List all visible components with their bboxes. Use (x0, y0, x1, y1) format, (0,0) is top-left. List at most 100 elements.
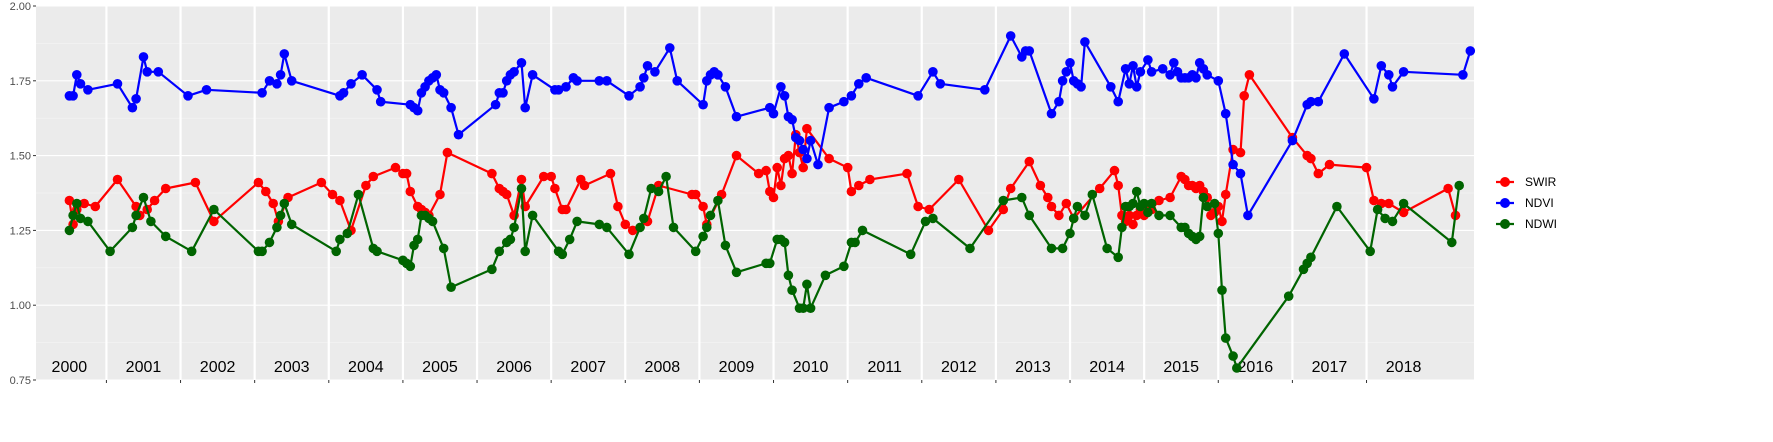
data-point-ndvi (1398, 67, 1409, 77)
year-label: 2004 (348, 359, 384, 376)
data-point-ndvi (1120, 64, 1131, 74)
y-tick-label: 1.50 (10, 151, 31, 163)
data-point-ndvi (1146, 67, 1157, 77)
data-point-swir (546, 171, 556, 182)
data-point-ndvi (642, 61, 653, 71)
data-point-ndwi (353, 189, 364, 200)
data-point-swir (405, 186, 416, 197)
data-point-ndwi (68, 210, 78, 221)
data-point-swir (579, 180, 590, 191)
data-point-ndwi (639, 213, 649, 224)
data-point-ndvi (802, 153, 812, 164)
data-point-swir (487, 168, 497, 179)
data-point-ndwi (698, 231, 708, 242)
data-point-swir (1043, 192, 1053, 203)
year-label: 2016 (1238, 359, 1274, 376)
year-label: 2009 (719, 359, 755, 376)
data-point-swir (390, 162, 401, 173)
data-point-ndvi (635, 82, 645, 92)
data-point-swir (776, 180, 786, 191)
data-point-swir (1443, 183, 1453, 194)
data-point-ndwi (72, 198, 82, 209)
data-point-ndvi (1384, 70, 1394, 80)
data-point-ndwi (1202, 201, 1212, 212)
data-point-ndwi (624, 249, 634, 260)
data-point-ndvi (1287, 135, 1298, 146)
data-point-ndvi (1235, 168, 1246, 179)
data-point-swir (316, 177, 327, 188)
data-point-ndvi (1061, 67, 1072, 77)
data-point-ndvi (183, 91, 193, 101)
data-point-ndvi (602, 76, 612, 86)
data-point-ndvi (357, 70, 367, 80)
data-point-ndwi (1447, 237, 1457, 248)
data-point-ndwi (75, 213, 86, 224)
data-point-swir (90, 201, 101, 212)
data-point-ndvi (1143, 55, 1153, 65)
data-point-ndwi (635, 222, 645, 233)
data-point-ndvi (672, 76, 682, 86)
data-point-ndvi (1387, 82, 1398, 92)
data-point-ndwi (264, 237, 275, 248)
y-tick-label: 2.00 (10, 1, 31, 13)
data-point-ndwi (160, 231, 171, 242)
data-point-ndwi (1454, 180, 1464, 191)
data-point-ndwi (342, 228, 353, 239)
data-point-ndvi (1054, 96, 1064, 107)
year-label: 2001 (126, 359, 162, 376)
data-point-swir (753, 168, 764, 179)
data-point-swir (1306, 153, 1316, 164)
data-point-ndwi (505, 234, 516, 245)
data-point-ndvi (509, 67, 519, 77)
data-point-swir (802, 123, 812, 134)
data-point-ndvi (1243, 210, 1253, 221)
data-point-swir (731, 150, 742, 161)
legend: SWIR NDVI NDWI (1496, 175, 1557, 231)
data-point-ndwi (438, 243, 449, 254)
data-point-ndwi (779, 237, 790, 248)
data-point-ndvi (346, 79, 356, 89)
data-point-ndwi (131, 210, 141, 221)
data-point-swir (842, 162, 853, 173)
data-point-ndwi (720, 240, 731, 251)
data-point-ndvi (127, 102, 138, 113)
year-label: 2002 (200, 359, 236, 376)
data-point-ndvi (1339, 49, 1350, 59)
data-point-swir (865, 174, 875, 185)
data-point-ndvi (83, 85, 93, 95)
data-point-ndvi (787, 114, 797, 125)
data-point-swir (435, 189, 445, 200)
data-point-swir (335, 195, 345, 206)
data-point-swir (1384, 198, 1394, 209)
y-tick-label: 1.75 (10, 76, 31, 88)
data-point-ndvi (446, 102, 456, 113)
data-point-ndvi (1376, 61, 1387, 71)
data-point-swir (327, 189, 338, 200)
data-point-ndwi (1087, 189, 1098, 200)
data-point-swir (160, 183, 171, 194)
data-point-ndwi (731, 267, 742, 278)
data-point-ndwi (494, 246, 505, 257)
data-point-ndvi (142, 67, 152, 77)
data-point-ndwi (257, 246, 267, 257)
data-point-ndwi (1332, 201, 1342, 212)
data-point-ndvi (131, 94, 141, 104)
data-point-ndvi (1065, 58, 1075, 68)
data-point-ndvi (490, 99, 501, 110)
data-point-swir (983, 225, 994, 236)
data-point-ndvi (272, 79, 282, 89)
data-point-ndwi (1143, 207, 1153, 218)
data-point-ndvi (375, 96, 386, 107)
data-point-ndvi (279, 49, 290, 59)
year-label: 2017 (1312, 359, 1348, 376)
data-point-ndwi (705, 210, 716, 221)
data-point-ndwi (487, 264, 497, 275)
data-point-ndwi (928, 213, 938, 224)
data-point-ndvi (112, 79, 123, 89)
data-point-swir (550, 183, 560, 194)
data-point-ndwi (335, 234, 345, 245)
year-label: 2015 (1163, 359, 1199, 376)
data-point-ndwi (1117, 222, 1127, 233)
data-point-ndvi (1128, 61, 1138, 71)
data-point-ndvi (639, 73, 649, 83)
